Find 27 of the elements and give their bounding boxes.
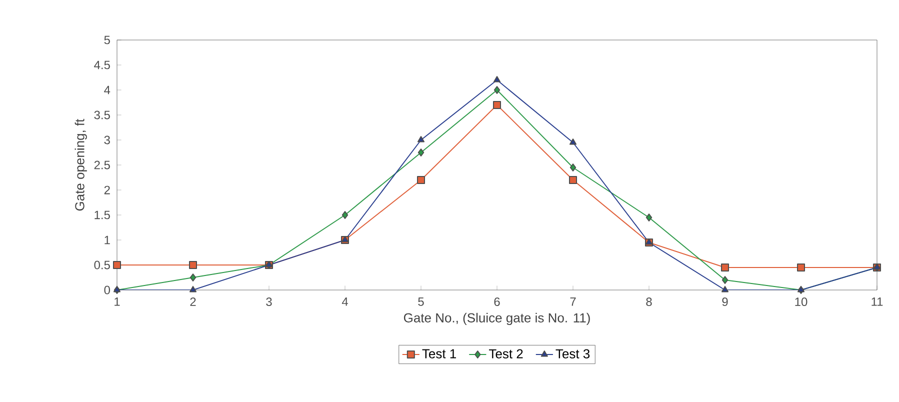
x-tick-label: 4: [342, 298, 348, 306]
y-tick-label: 0: [104, 286, 110, 294]
y-axis-title: Gate opening, ft: [74, 118, 87, 211]
x-tick-label: 5: [418, 298, 424, 306]
x-tick-label: 7: [570, 298, 576, 306]
y-tick-label: 0.5: [94, 260, 110, 270]
y-tick-label: 1.5: [94, 210, 110, 220]
legend-label: Test 3: [556, 349, 590, 358]
y-tick-label: 3: [104, 136, 110, 144]
x-tick-label: 1: [114, 298, 120, 306]
y-tick-label: 2: [104, 186, 110, 194]
x-tick-label: 9: [722, 298, 728, 306]
x-axis-title: Gate No., (Sluice gate is No. 11): [404, 312, 590, 326]
x-tick-label: 11: [872, 298, 883, 306]
x-tick-label: 2: [190, 298, 196, 306]
x-tick-label: 8: [646, 298, 652, 306]
x-tick-label: 3: [266, 298, 272, 306]
x-tick-label: 6: [494, 298, 500, 306]
y-tick-label: 4: [104, 86, 110, 94]
y-tick-label: 2.5: [94, 160, 110, 170]
y-tick-label: 1: [104, 236, 110, 244]
x-tick-label: 10: [795, 298, 808, 306]
y-tick-label: 3.5: [94, 110, 110, 120]
legend-label: Test 2: [488, 349, 523, 358]
y-tick-label: 5: [104, 36, 110, 44]
legend-label: Test 1: [422, 349, 456, 358]
y-tick-label: 4.5: [94, 60, 110, 70]
